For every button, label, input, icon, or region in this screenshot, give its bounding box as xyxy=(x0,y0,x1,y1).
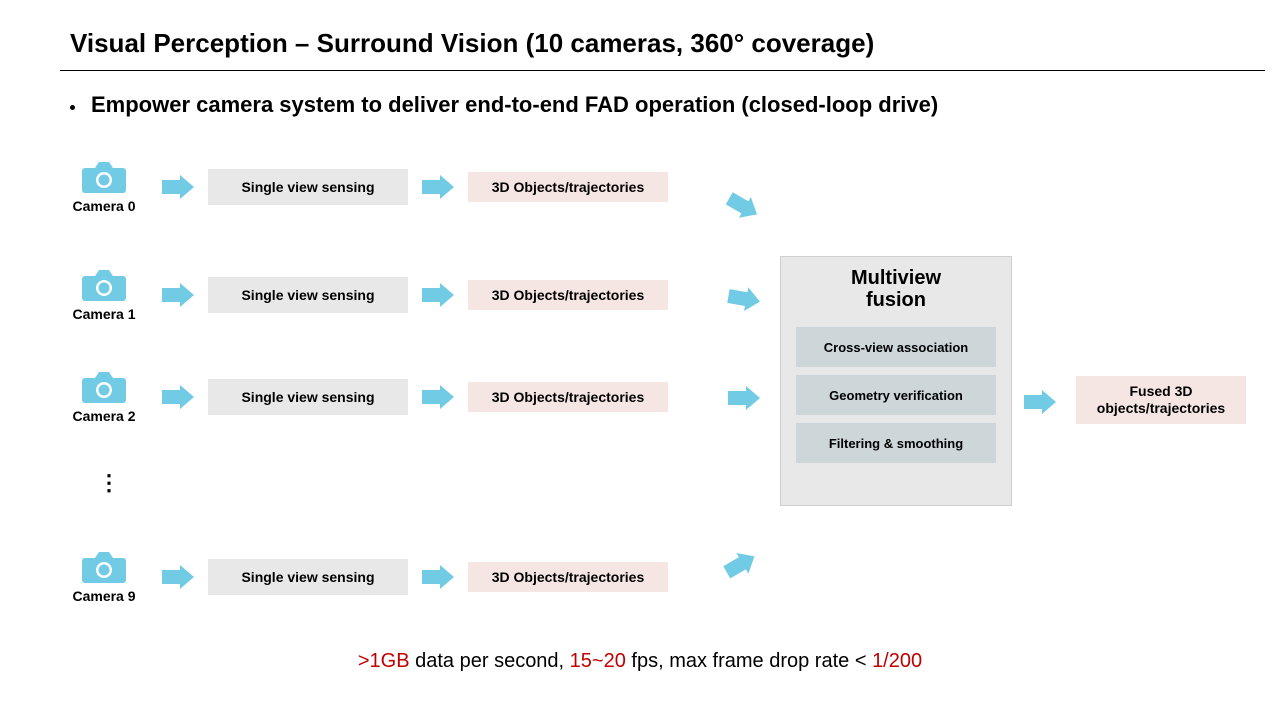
objects-box: 3D Objects/trajectories xyxy=(468,172,668,202)
convergence-arrow xyxy=(721,188,763,229)
fusion-title-line1: Multiview xyxy=(851,267,941,289)
footer-fragment: >1GB xyxy=(358,650,410,672)
pipeline-row: Camera 9 Single view sensing 3D Objects/… xyxy=(60,550,668,604)
sensing-box: Single view sensing xyxy=(208,169,408,205)
pipeline-row: Camera 2 Single view sensing 3D Objects/… xyxy=(60,370,668,424)
fusion-output-arrow xyxy=(1024,390,1056,419)
subtitle-row: Empower camera system to deliver end-to-… xyxy=(70,92,938,118)
page-title: Visual Perception – Surround Vision (10 … xyxy=(70,28,874,59)
fusion-steps: Cross-view association Geometry verificat… xyxy=(796,319,996,463)
footer-fragment: 15~20 xyxy=(570,650,626,672)
fusion-step: Cross-view association xyxy=(796,327,996,367)
convergence-arrow xyxy=(725,284,762,318)
camera-block: Camera 9 xyxy=(60,550,148,604)
fusion-step: Filtering & smoothing xyxy=(796,423,996,463)
camera-label: Camera 0 xyxy=(72,198,135,214)
sensing-box: Single view sensing xyxy=(208,277,408,313)
camera-label: Camera 9 xyxy=(72,588,135,604)
fusion-panel: Multiview fusion Cross-view association G… xyxy=(780,256,1012,506)
subtitle-text: Empower camera system to deliver end-to-… xyxy=(91,92,938,118)
objects-box: 3D Objects/trajectories xyxy=(468,382,668,412)
fusion-title-line2: fusion xyxy=(866,289,926,311)
camera-block: Camera 2 xyxy=(60,370,148,424)
fusion-title: Multiview fusion xyxy=(851,267,941,311)
footer-stats: >1GB data per second, 15~20 fps, max fra… xyxy=(0,650,1280,673)
camera-label: Camera 1 xyxy=(72,306,135,322)
camera-block: Camera 0 xyxy=(60,160,148,214)
pipeline-row: Camera 0 Single view sensing 3D Objects/… xyxy=(60,160,668,214)
output-box: Fused 3D objects/trajectories xyxy=(1076,376,1246,424)
footer-fragment: data per second, xyxy=(410,650,570,672)
footer-fragment: 1/200 xyxy=(872,650,922,672)
convergence-arrow xyxy=(721,546,763,587)
sensing-box: Single view sensing xyxy=(208,559,408,595)
convergence-arrow xyxy=(728,386,760,415)
camera-icon xyxy=(81,268,127,302)
bullet-icon xyxy=(70,105,75,110)
camera-icon xyxy=(81,160,127,194)
footer-fragment: fps, max frame drop rate < xyxy=(626,650,872,672)
objects-box: 3D Objects/trajectories xyxy=(468,280,668,310)
camera-label: Camera 2 xyxy=(72,408,135,424)
title-divider xyxy=(60,70,1265,71)
camera-icon xyxy=(81,550,127,584)
objects-box: 3D Objects/trajectories xyxy=(468,562,668,592)
ellipsis: ⋮ xyxy=(98,470,122,496)
pipeline-row: Camera 1 Single view sensing 3D Objects/… xyxy=(60,268,668,322)
camera-block: Camera 1 xyxy=(60,268,148,322)
fusion-step: Geometry verification xyxy=(796,375,996,415)
camera-icon xyxy=(81,370,127,404)
sensing-box: Single view sensing xyxy=(208,379,408,415)
